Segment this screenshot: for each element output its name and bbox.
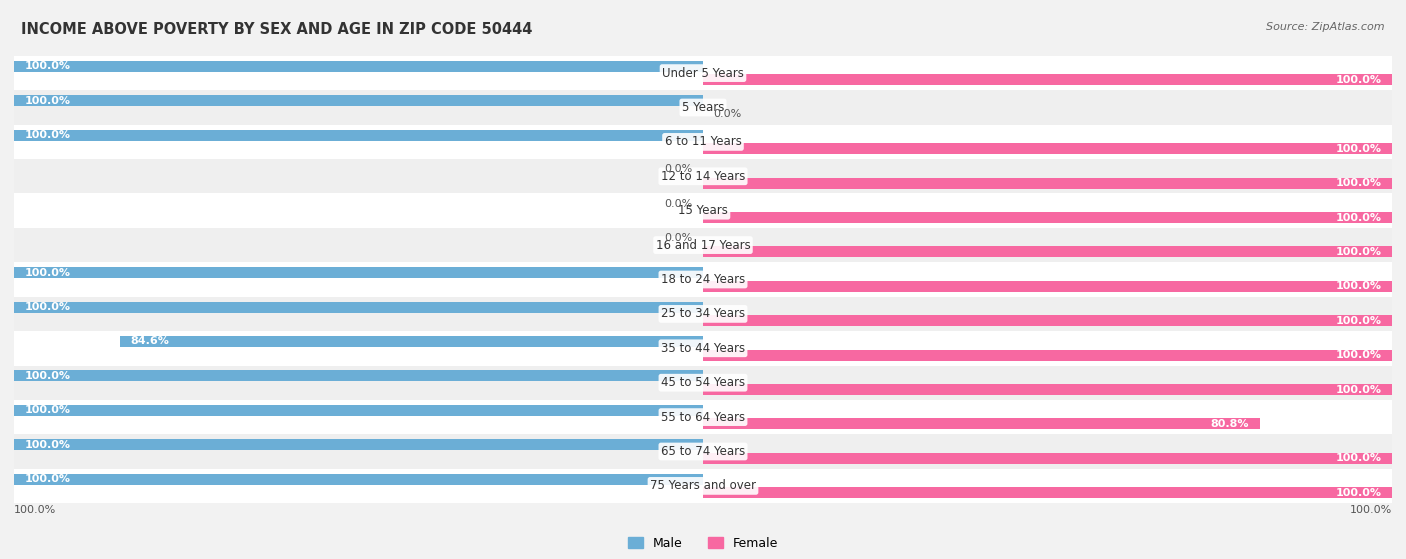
Text: Under 5 Years: Under 5 Years	[662, 67, 744, 79]
Text: 100.0%: 100.0%	[1336, 350, 1382, 360]
Text: 25 to 34 Years: 25 to 34 Years	[661, 307, 745, 320]
Bar	[14, 301, 703, 312]
Bar	[14, 468, 1392, 503]
Bar	[14, 400, 1392, 434]
Text: 100.0%: 100.0%	[1336, 488, 1382, 498]
Text: 100.0%: 100.0%	[24, 405, 70, 415]
Text: 100.0%: 100.0%	[24, 130, 70, 140]
Text: 100.0%: 100.0%	[1336, 385, 1382, 395]
Bar	[14, 473, 703, 485]
Bar	[703, 143, 1392, 154]
Text: 6 to 11 Years: 6 to 11 Years	[665, 135, 741, 148]
Text: 100.0%: 100.0%	[24, 268, 70, 278]
Bar	[14, 331, 1392, 366]
Bar	[14, 439, 703, 450]
Legend: Male, Female: Male, Female	[623, 532, 783, 555]
Bar	[14, 297, 1392, 331]
Text: 0.0%: 0.0%	[665, 199, 693, 209]
Text: INCOME ABOVE POVERTY BY SEX AND AGE IN ZIP CODE 50444: INCOME ABOVE POVERTY BY SEX AND AGE IN Z…	[21, 22, 533, 37]
Text: 100.0%: 100.0%	[1336, 144, 1382, 154]
Text: 100.0%: 100.0%	[24, 61, 70, 71]
Bar	[14, 366, 1392, 400]
Text: 100.0%: 100.0%	[24, 302, 70, 312]
Text: 16 and 17 Years: 16 and 17 Years	[655, 239, 751, 252]
Bar	[14, 434, 1392, 468]
Text: 15 Years: 15 Years	[678, 204, 728, 217]
Bar	[14, 159, 1392, 193]
Text: 100.0%: 100.0%	[1336, 75, 1382, 85]
Text: 0.0%: 0.0%	[713, 110, 741, 120]
Bar	[14, 56, 1392, 91]
Text: 45 to 54 Years: 45 to 54 Years	[661, 376, 745, 389]
Text: 100.0%: 100.0%	[1336, 178, 1382, 188]
Bar	[14, 95, 703, 106]
Text: 18 to 24 Years: 18 to 24 Years	[661, 273, 745, 286]
Bar	[703, 453, 1392, 464]
Text: 100.0%: 100.0%	[24, 474, 70, 484]
Bar	[703, 212, 1392, 223]
Text: 100.0%: 100.0%	[14, 505, 56, 515]
Bar	[703, 281, 1392, 292]
Bar	[14, 130, 703, 140]
Bar	[703, 419, 1260, 429]
Bar	[703, 247, 1392, 258]
Bar	[14, 61, 703, 72]
Text: 75 Years and over: 75 Years and over	[650, 480, 756, 492]
Text: 100.0%: 100.0%	[1336, 281, 1382, 291]
Text: 0.0%: 0.0%	[665, 233, 693, 243]
Bar	[703, 384, 1392, 395]
Text: Source: ZipAtlas.com: Source: ZipAtlas.com	[1267, 22, 1385, 32]
Bar	[14, 193, 1392, 228]
Text: 55 to 64 Years: 55 to 64 Years	[661, 411, 745, 424]
Text: 80.8%: 80.8%	[1211, 419, 1250, 429]
Bar	[703, 178, 1392, 189]
Text: 100.0%: 100.0%	[1336, 453, 1382, 463]
Bar	[14, 267, 703, 278]
Bar	[14, 405, 703, 416]
Text: 100.0%: 100.0%	[24, 371, 70, 381]
Bar	[703, 350, 1392, 361]
Text: 35 to 44 Years: 35 to 44 Years	[661, 342, 745, 355]
Text: 100.0%: 100.0%	[1336, 212, 1382, 222]
Text: 100.0%: 100.0%	[24, 439, 70, 449]
Bar	[14, 262, 1392, 297]
Bar	[703, 315, 1392, 326]
Bar	[703, 487, 1392, 498]
Text: 0.0%: 0.0%	[665, 164, 693, 174]
Text: 100.0%: 100.0%	[1336, 316, 1382, 326]
Text: 5 Years: 5 Years	[682, 101, 724, 114]
Text: 100.0%: 100.0%	[24, 96, 70, 106]
Text: 12 to 14 Years: 12 to 14 Years	[661, 170, 745, 183]
Text: 100.0%: 100.0%	[1350, 505, 1392, 515]
Bar	[14, 125, 1392, 159]
Text: 84.6%: 84.6%	[131, 337, 169, 347]
Bar	[14, 228, 1392, 262]
Bar	[703, 74, 1392, 86]
Text: 65 to 74 Years: 65 to 74 Years	[661, 445, 745, 458]
Bar	[120, 336, 703, 347]
Bar	[14, 91, 1392, 125]
Bar	[14, 370, 703, 381]
Text: 100.0%: 100.0%	[1336, 247, 1382, 257]
